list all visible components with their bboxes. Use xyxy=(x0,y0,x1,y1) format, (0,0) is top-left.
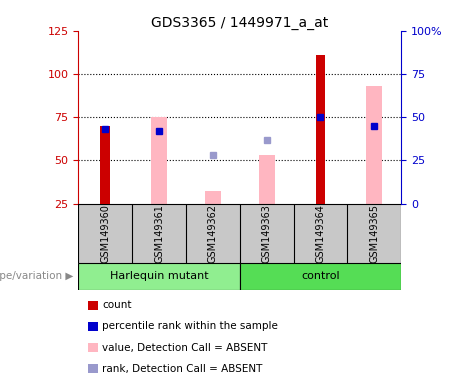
Text: GSM149360: GSM149360 xyxy=(100,204,110,263)
Text: GSM149363: GSM149363 xyxy=(261,204,272,263)
Title: GDS3365 / 1449971_a_at: GDS3365 / 1449971_a_at xyxy=(151,16,328,30)
Bar xyxy=(100,126,110,204)
Bar xyxy=(259,155,275,204)
Text: GSM149365: GSM149365 xyxy=(369,204,379,263)
Text: rank, Detection Call = ABSENT: rank, Detection Call = ABSENT xyxy=(102,364,263,374)
Text: genotype/variation ▶: genotype/variation ▶ xyxy=(0,271,74,281)
Text: control: control xyxy=(301,271,340,281)
Text: GSM149361: GSM149361 xyxy=(154,204,164,263)
Bar xyxy=(151,117,167,204)
Text: GSM149362: GSM149362 xyxy=(208,204,218,263)
Bar xyxy=(78,263,240,290)
Bar xyxy=(240,263,401,290)
Text: Harlequin mutant: Harlequin mutant xyxy=(110,271,208,281)
Text: GSM149364: GSM149364 xyxy=(315,204,325,263)
Text: count: count xyxy=(102,300,132,310)
Bar xyxy=(366,86,382,204)
Bar xyxy=(315,55,325,204)
Text: percentile rank within the sample: percentile rank within the sample xyxy=(102,321,278,331)
Bar xyxy=(205,192,221,204)
Text: value, Detection Call = ABSENT: value, Detection Call = ABSENT xyxy=(102,343,268,353)
